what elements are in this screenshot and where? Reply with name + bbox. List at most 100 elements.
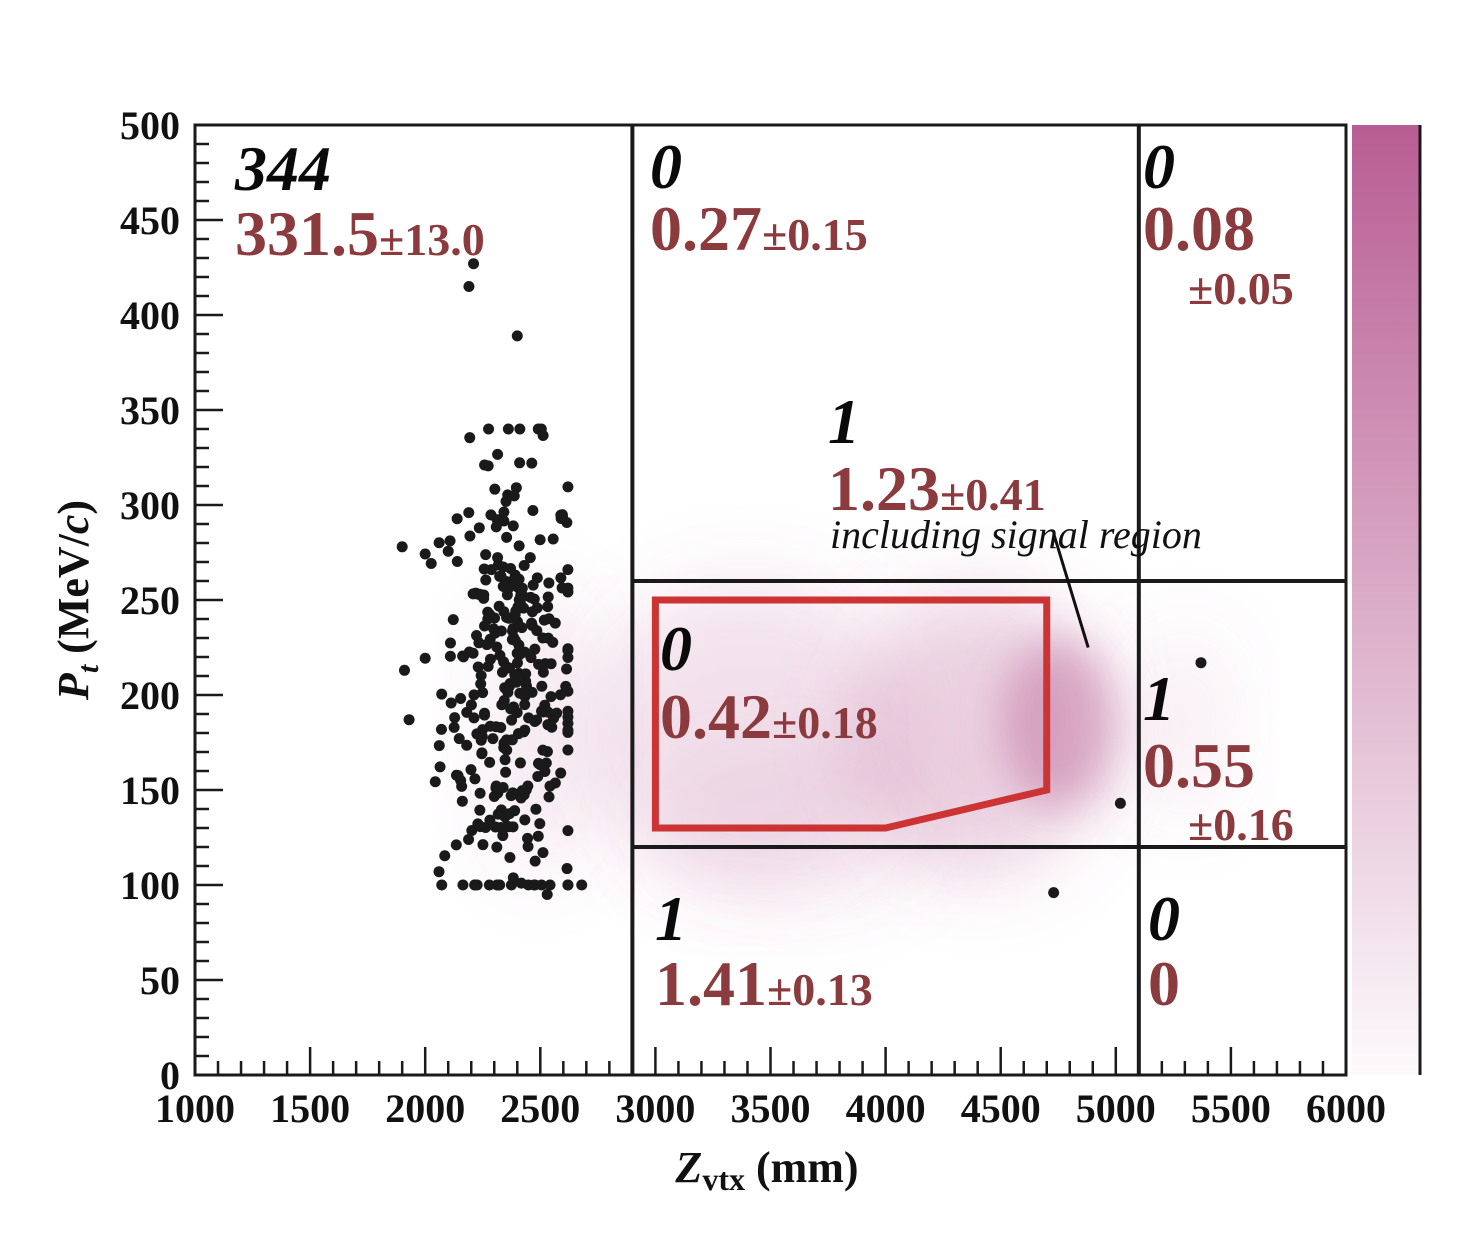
expected-background: 0.42±0.18	[660, 681, 878, 752]
data-point	[562, 481, 574, 493]
data-point	[500, 766, 512, 778]
region-label-mid-bottom: 11.41±0.13	[655, 883, 873, 1019]
data-point	[469, 773, 481, 785]
data-point	[576, 879, 588, 891]
data-point	[468, 712, 480, 724]
x-tick-label: 2500	[500, 1086, 580, 1131]
expected-background: 0.27±0.15	[650, 193, 868, 264]
data-point	[501, 744, 513, 756]
data-point	[444, 535, 456, 547]
x-tick-label: 1000	[155, 1086, 235, 1131]
data-point	[465, 764, 477, 776]
data-point	[464, 432, 476, 444]
signal-region-outline	[651, 596, 1051, 832]
data-point	[488, 791, 500, 803]
data-point	[507, 821, 519, 833]
x-axis-ticks: 1000 1500 2000 2500 3000 3500 4000 4500 5000 5500…	[155, 1047, 1386, 1131]
data-point	[449, 712, 461, 724]
data-point	[491, 641, 503, 653]
data-point	[476, 730, 488, 742]
x-tick-label: 3000	[615, 1086, 695, 1131]
region-label-mid-top: 00.27±0.15	[650, 131, 868, 264]
x-axis-title-sub: vtx	[702, 1161, 745, 1197]
data-point	[497, 580, 509, 592]
expected-value: 331.5	[235, 198, 379, 269]
color-scale-bar	[1352, 125, 1420, 1075]
data-point	[495, 625, 507, 637]
data-point	[562, 717, 574, 729]
data-point	[562, 582, 574, 594]
data-point	[483, 879, 495, 891]
data-point	[507, 623, 519, 635]
data-point	[490, 721, 502, 733]
data-point	[508, 701, 520, 713]
data-point	[498, 506, 510, 518]
data-point	[493, 600, 505, 612]
data-point	[539, 699, 551, 711]
data-point	[561, 663, 573, 675]
data-point	[479, 707, 491, 719]
y-tick-label: 250	[120, 578, 180, 623]
data-point	[463, 281, 475, 292]
signal-box	[651, 533, 1090, 832]
expected-value: 0	[1148, 948, 1180, 1019]
data-point	[490, 780, 502, 792]
data-point	[455, 774, 467, 786]
data-point	[529, 855, 541, 867]
data-point	[519, 814, 531, 826]
data-point	[442, 545, 454, 557]
data-point	[543, 791, 555, 803]
expected-value: 1.41	[655, 948, 767, 1019]
data-point	[499, 811, 511, 823]
y-tick-label: 100	[120, 863, 180, 908]
data-point	[532, 771, 544, 783]
data-point	[555, 767, 567, 779]
data-point	[451, 513, 463, 525]
data-point	[463, 507, 475, 519]
data-point	[433, 740, 445, 752]
data-point	[478, 592, 490, 604]
data-point	[537, 847, 549, 859]
data-point	[520, 680, 532, 692]
data-point	[542, 591, 554, 603]
data-point	[501, 661, 513, 673]
data-point	[551, 707, 563, 719]
y-tick-label: 0	[160, 1053, 180, 1098]
expected-value: 0.27	[650, 193, 762, 264]
scatter-points	[396, 258, 1207, 900]
observed-count: 0	[1143, 131, 1175, 202]
data-point	[537, 430, 549, 442]
y-axis-ticks: 0 50 100 150 200 250 300 350 400 450 500	[120, 103, 223, 1098]
data-point	[444, 637, 456, 649]
data-point	[522, 780, 534, 792]
data-point	[475, 669, 487, 681]
data-point	[445, 697, 457, 709]
data-point	[450, 839, 462, 851]
observed-count: 1	[828, 386, 860, 457]
data-point	[474, 804, 486, 816]
data-point	[496, 699, 508, 711]
data-point	[525, 591, 537, 603]
data-point	[526, 617, 538, 629]
data-point	[468, 258, 480, 270]
mc-density-blob	[643, 733, 944, 904]
y-tick-label: 50	[140, 958, 180, 1003]
data-point	[514, 423, 526, 435]
data-point	[455, 693, 467, 705]
data-point	[501, 531, 513, 543]
data-point	[542, 601, 554, 613]
data-point	[470, 587, 482, 599]
data-point	[514, 457, 526, 469]
y-tick-label: 400	[120, 293, 180, 338]
data-point	[512, 601, 524, 613]
data-point	[497, 830, 509, 842]
data-point	[483, 423, 495, 435]
expected-error: ±0.16	[1188, 799, 1294, 850]
data-point	[534, 534, 546, 546]
data-point	[561, 863, 573, 875]
data-point	[516, 622, 528, 634]
data-point	[461, 739, 473, 751]
mc-density-map	[482, 581, 1236, 904]
x-axis-title-unit: (mm)	[745, 1143, 859, 1192]
